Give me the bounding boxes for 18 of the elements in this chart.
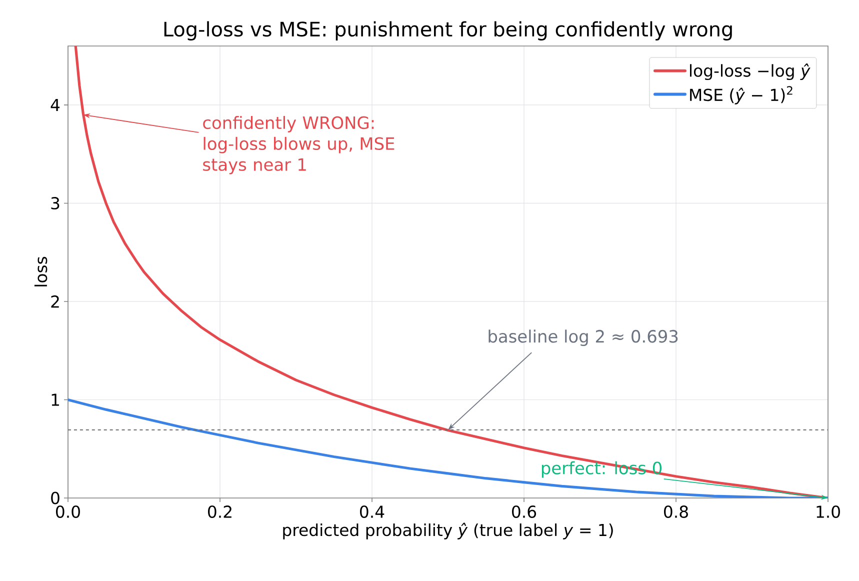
y-tick-label: 0 <box>51 492 60 504</box>
y-axis-title: loss <box>34 256 48 286</box>
y-tick-label: 3 <box>51 197 60 210</box>
y-tick-label: 1 <box>52 394 59 406</box>
x-tick-label: 0.8 <box>664 506 688 518</box>
y-tick-label: 4 <box>50 98 60 111</box>
annotation: baseline log 2 ≈ 0.693 <box>488 330 678 346</box>
annotation: confidently WRONG: log-loss blows up, MSE stays near 1 <box>203 116 394 174</box>
chart-title: Log-loss vs MSE: punishment for being confidently wrong <box>164 21 732 40</box>
x-tick-label: 0.6 <box>512 506 536 518</box>
x-axis-title: predicted probability ŷ (true label y = 1) <box>283 522 613 540</box>
x-tick-label: 1.0 <box>816 506 840 518</box>
x-tick-label: 0.0 <box>56 506 80 518</box>
legend-label: MSE (ŷ − 1)$^{2}$ <box>690 86 792 104</box>
x-tick-label: 0.2 <box>208 506 232 518</box>
x-tick-label: 0.4 <box>360 506 384 518</box>
y-tick-label: 2 <box>51 295 59 308</box>
legend-label: log-loss −log ŷ <box>690 63 810 80</box>
